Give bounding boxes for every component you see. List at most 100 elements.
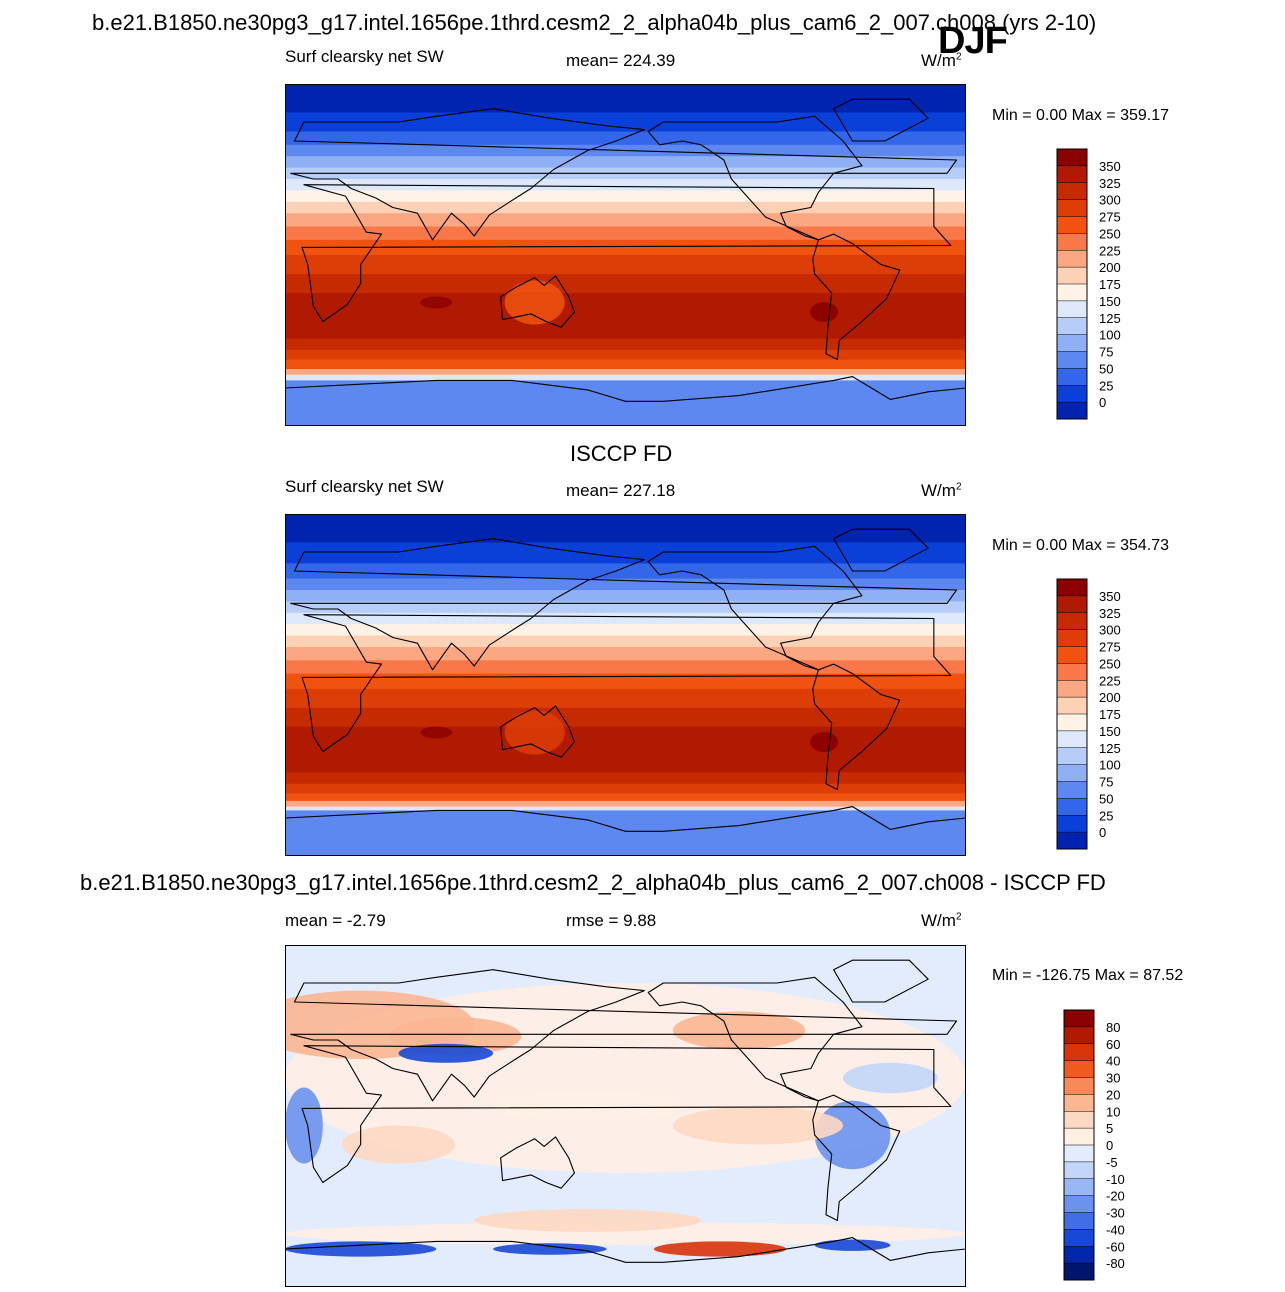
colorbar-swatch [1057,663,1087,681]
colorbar-tick-label: 0 [1106,1138,1113,1153]
colorbar-swatch [1057,612,1087,630]
colorbar-tick-label: 75 [1099,345,1113,360]
panel2-mean-label: mean= 227.18 [566,481,676,500]
colorbar-swatch [1057,368,1087,386]
colorbar-swatch [1064,1161,1094,1180]
colorbar-tick-label: 150 [1099,724,1121,739]
colorbar-swatch [1057,250,1087,268]
panel1-minmax: Min = 0.00 Max = 359.17 [992,107,1169,124]
colorbar-tick-label: 175 [1099,707,1121,722]
colorbar-swatch [1064,1263,1094,1281]
season-label: DJF [938,20,1008,62]
colorbar-swatch [1057,798,1087,816]
obs-map [285,514,966,856]
colorbar-swatch [1057,216,1087,234]
colorbar-tick-label: 50 [1099,791,1113,806]
main-title: b.e21.B1850.ne30pg3_g17.intel.1656pe.1th… [92,10,1097,35]
colorbar-swatch [1057,832,1087,850]
colorbar-swatch [1064,1111,1094,1129]
colorbar-tick-label: -5 [1106,1155,1118,1170]
colorbar-swatch [1064,1145,1094,1163]
colorbar-swatch [1057,595,1087,614]
colorbar-tick-label: 40 [1106,1054,1120,1069]
colorbar-swatch [1064,1246,1094,1264]
colorbar-tick-label: 125 [1099,311,1121,326]
colorbar-tick-label: 50 [1099,361,1113,376]
colorbar-tick-label: -80 [1106,1256,1125,1271]
colorbar-tick-label: 325 [1099,606,1121,621]
colorbar-swatch [1057,267,1087,285]
colorbar-swatch [1057,199,1087,217]
colorbar-tick-label: 5 [1106,1121,1113,1136]
panel2-units: W/m2 [921,481,962,500]
panel1-units: W/m2 [921,51,962,70]
colorbar-tick-label: 25 [1099,378,1113,393]
colorbar-tick-label: 225 [1099,243,1121,258]
colorbar-tick-label: 10 [1106,1104,1120,1119]
colorbar-swatch [1057,300,1087,319]
colorbar-swatch [1057,747,1087,765]
panel3-mean-label: mean = -2.79 [285,911,386,930]
colorbar-tick-label: 200 [1099,260,1121,275]
colorbar-swatch [1057,764,1087,782]
colorbar-swatch [1057,781,1087,799]
colorbar-tick-label: 250 [1099,226,1121,241]
colorbar-tick-label: 30 [1106,1071,1120,1086]
colorbar-tick-label: 20 [1106,1087,1120,1102]
colorbar-tick-label: 175 [1099,277,1121,292]
colorbar-tick-label: 350 [1099,589,1121,604]
colorbar-swatch [1064,1026,1094,1045]
colorbar-swatch [1057,351,1087,369]
colorbar-swatch [1057,579,1087,597]
colorbar-tick-label: 125 [1099,741,1121,756]
colorbar-tick-label: 275 [1099,210,1121,225]
colorbar-swatch [1057,402,1087,420]
colorbar-swatch [1064,1094,1094,1112]
panel2-minmax: Min = 0.00 Max = 354.73 [992,537,1169,554]
model-map [285,84,966,426]
colorbar-swatch [1057,165,1087,184]
colorbar-swatch [1057,629,1087,647]
colorbar-swatch [1057,149,1087,167]
colorbar-swatch [1057,385,1087,403]
panel1-mean-label: mean= 224.39 [566,51,676,70]
panel1-variable-label: Surf clearsky net SW [285,47,444,66]
colorbar-swatch [1057,317,1087,335]
colorbar-swatch [1064,1010,1094,1028]
colorbar-swatch [1057,284,1087,302]
colorbar-tick-label: 60 [1106,1037,1120,1052]
colorbar-tick-label: 75 [1099,775,1113,790]
colorbar-tick-label: 100 [1099,328,1121,343]
difference-map [285,945,966,1287]
colorbar-tick-label: -60 [1106,1239,1125,1254]
colorbar-swatch [1064,1060,1094,1078]
colorbar-tick-label: 225 [1099,673,1121,688]
colorbar-tick-label: 25 [1099,808,1113,823]
colorbar-tick-label: 0 [1099,395,1106,410]
colorbar-tick-label: -10 [1106,1172,1125,1187]
panel3-rmse-label: rmse = 9.88 [566,911,657,930]
colorbar-tick-label: 0 [1099,825,1106,840]
colorbar-swatch [1064,1077,1094,1095]
colorbar-swatch [1057,815,1087,833]
colorbar-swatch [1057,182,1087,200]
colorbar-swatch [1057,646,1087,664]
panel3-minmax: Min = -126.75 Max = 87.52 [992,967,1184,984]
colorbar-swatch [1057,233,1087,251]
colorbar-tick-label: 300 [1099,193,1121,208]
colorbar-tick-label: 325 [1099,176,1121,191]
colorbar-tick-label: -30 [1106,1206,1125,1221]
panel2-variable-label: Surf clearsky net SW [285,477,444,496]
colorbar-tick-label: 300 [1099,623,1121,638]
colorbar-tick-label: 200 [1099,690,1121,705]
colorbar-swatch [1064,1195,1094,1213]
colorbar-tick-label: 150 [1099,294,1121,309]
colorbar-tick-label: -40 [1106,1222,1125,1237]
colorbar-swatch [1057,334,1087,352]
panel3-title: b.e21.B1850.ne30pg3_g17.intel.1656pe.1th… [80,870,1106,895]
colorbar-tick-label: 250 [1099,656,1121,671]
panel2-title: ISCCP FD [570,441,673,466]
